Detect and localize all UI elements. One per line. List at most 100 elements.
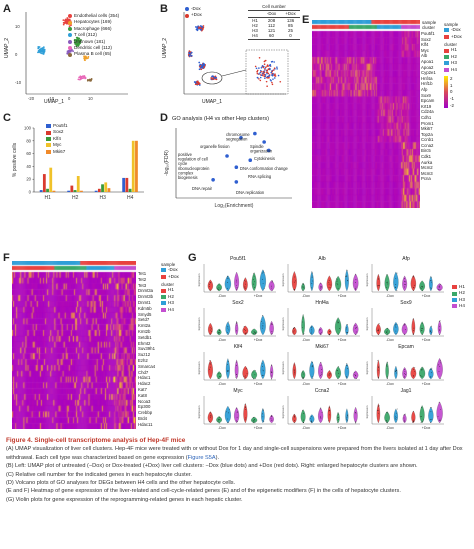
violin-point — [404, 284, 405, 285]
violin-point — [208, 368, 210, 370]
gene-label: Crebbp — [138, 410, 153, 416]
violin-point — [430, 331, 431, 333]
violin-plot: Alb Expression -Dox +Dox — [282, 256, 362, 298]
violin-point — [337, 412, 339, 414]
umap-point — [201, 65, 204, 68]
violin-shape — [260, 359, 266, 380]
figure-s5a-link[interactable]: Figure S5A — [187, 454, 216, 461]
violin-shape — [411, 317, 416, 336]
violin-point — [320, 283, 321, 284]
umap-point — [77, 41, 80, 44]
violin-point — [378, 285, 380, 287]
violin-point — [439, 320, 441, 322]
violin-shape — [301, 313, 305, 336]
violin-point — [395, 326, 397, 328]
inset-point — [271, 72, 274, 75]
bar — [135, 140, 138, 192]
violin-point — [227, 360, 229, 362]
umap-point — [203, 66, 206, 68]
violin-point — [262, 409, 264, 411]
violin-point — [236, 408, 237, 409]
y-axis-label: Expression — [366, 317, 369, 330]
violin-point — [386, 334, 388, 336]
violin-point — [413, 276, 415, 278]
violin-point — [253, 378, 254, 380]
violin-point — [302, 377, 304, 379]
violin-shape — [353, 406, 358, 424]
violin-point — [263, 421, 265, 422]
go-term-point — [234, 180, 239, 184]
violin-point — [405, 413, 406, 415]
legend-item: -Dox — [161, 267, 179, 273]
violin-point — [227, 326, 229, 328]
violin-gene-title: Epcam — [398, 344, 414, 350]
x-tick-label: -Dox — [218, 426, 226, 430]
gene-label: Kat7 — [138, 386, 147, 392]
umap-point — [200, 68, 203, 71]
violin-shape — [394, 365, 398, 380]
x-tick-label: +Dox — [254, 426, 263, 430]
panel-a-label: A — [3, 3, 11, 15]
violin-point — [404, 333, 405, 335]
violin-point — [310, 417, 312, 419]
x-tick-label: +Dox — [338, 338, 347, 342]
violin-gene-title: Mki67 — [315, 344, 329, 350]
violin-point — [431, 325, 433, 327]
violin-point — [236, 374, 237, 375]
color-scale-tick: 0 — [450, 89, 453, 95]
violin-point — [328, 410, 330, 412]
violin-point — [210, 414, 212, 416]
gene-label: Brd4 — [138, 415, 148, 421]
violin-point — [244, 287, 246, 289]
violin-point — [328, 283, 330, 285]
violin-point — [303, 419, 304, 421]
x-tick-label: -Dox — [302, 426, 310, 430]
inset-point — [276, 66, 278, 68]
legend-swatch — [161, 301, 166, 306]
zoom-inset-frame — [245, 49, 289, 95]
violin-shape — [410, 274, 417, 292]
violin-gene-title: Klf4 — [233, 344, 243, 350]
violin-point — [211, 331, 213, 332]
violin-point — [337, 416, 339, 418]
inset-point — [272, 78, 274, 80]
violin-point — [253, 333, 254, 334]
inset-point — [256, 72, 259, 75]
violin-point — [412, 334, 414, 336]
violin-point — [378, 323, 380, 324]
violin-point — [355, 333, 357, 335]
go-term-point — [248, 158, 253, 162]
violin-point — [431, 407, 432, 408]
violin-point — [270, 375, 272, 377]
violin-point — [337, 417, 338, 419]
violin-point — [355, 282, 356, 283]
violin-point — [310, 416, 312, 418]
violin-shape — [259, 269, 266, 292]
inset-point — [264, 68, 266, 71]
umap-point — [198, 84, 201, 86]
violin-point — [243, 326, 245, 327]
violin-point — [420, 422, 422, 423]
violin-point — [310, 419, 312, 421]
violin-point — [271, 285, 272, 287]
violin-point — [236, 333, 238, 335]
violin-point — [294, 373, 295, 375]
legend-label: H4 — [459, 303, 465, 309]
violin-point — [438, 420, 440, 421]
violin-point — [219, 288, 221, 290]
gene-label: Sox9 — [421, 92, 431, 98]
legend-label: Dendritic cell (112) — [74, 45, 112, 51]
panel-a-xlabel: UMAP_1 — [44, 99, 65, 105]
inset-point — [262, 66, 265, 69]
violin-point — [394, 325, 396, 327]
violin-point — [254, 287, 255, 288]
go-term-label: complex — [178, 170, 193, 175]
violin-point — [337, 288, 339, 290]
violin-point — [413, 411, 414, 413]
violin-point — [227, 282, 229, 283]
violin-point — [263, 288, 265, 289]
violin-point — [328, 334, 330, 335]
violin-point — [438, 364, 440, 366]
cell-table-cell: 60 — [269, 33, 274, 39]
legend-title: cluster — [161, 282, 174, 288]
